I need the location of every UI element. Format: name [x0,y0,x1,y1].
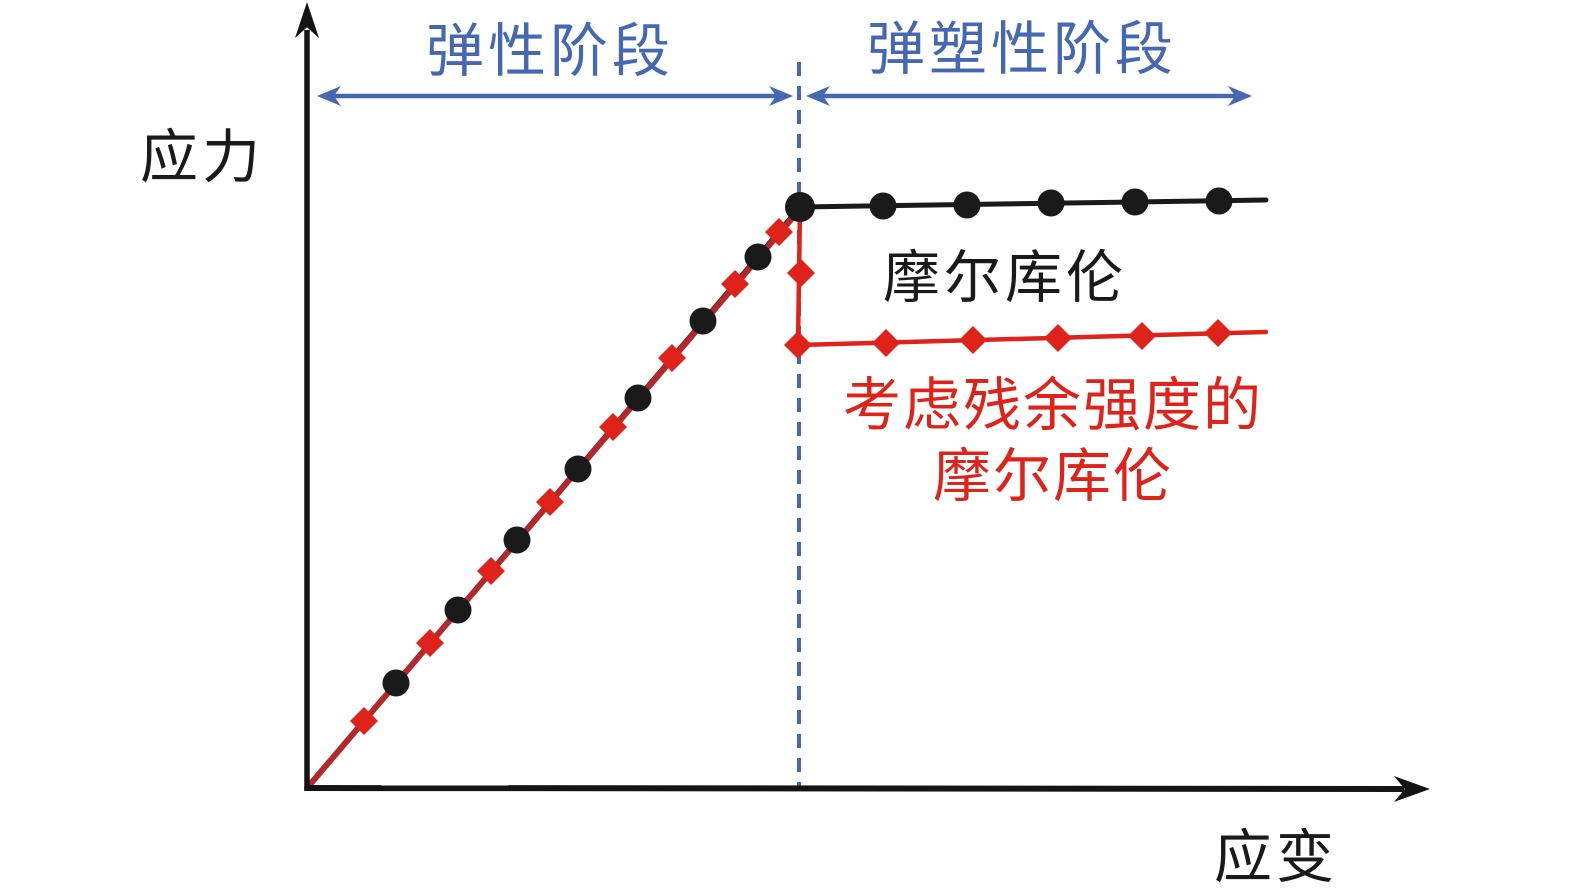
residual-strength-series-label-line1: 考虑残余强度的 [842,371,1263,439]
elastic-stage-label: 弹性阶段 [425,17,674,85]
residual-strength-series-label-line2: 摩尔库伦 [932,442,1173,510]
elastoplastic-stage-label: 弹塑性阶段 [866,15,1177,83]
y-axis-label: 应力 [140,123,265,191]
residual-strength-series-label: 考虑残余强度的 摩尔库伦 [828,370,1278,512]
mohr-coulomb-series-label: 摩尔库伦 [883,245,1127,311]
x-axis-label: 应变 [1214,823,1339,891]
